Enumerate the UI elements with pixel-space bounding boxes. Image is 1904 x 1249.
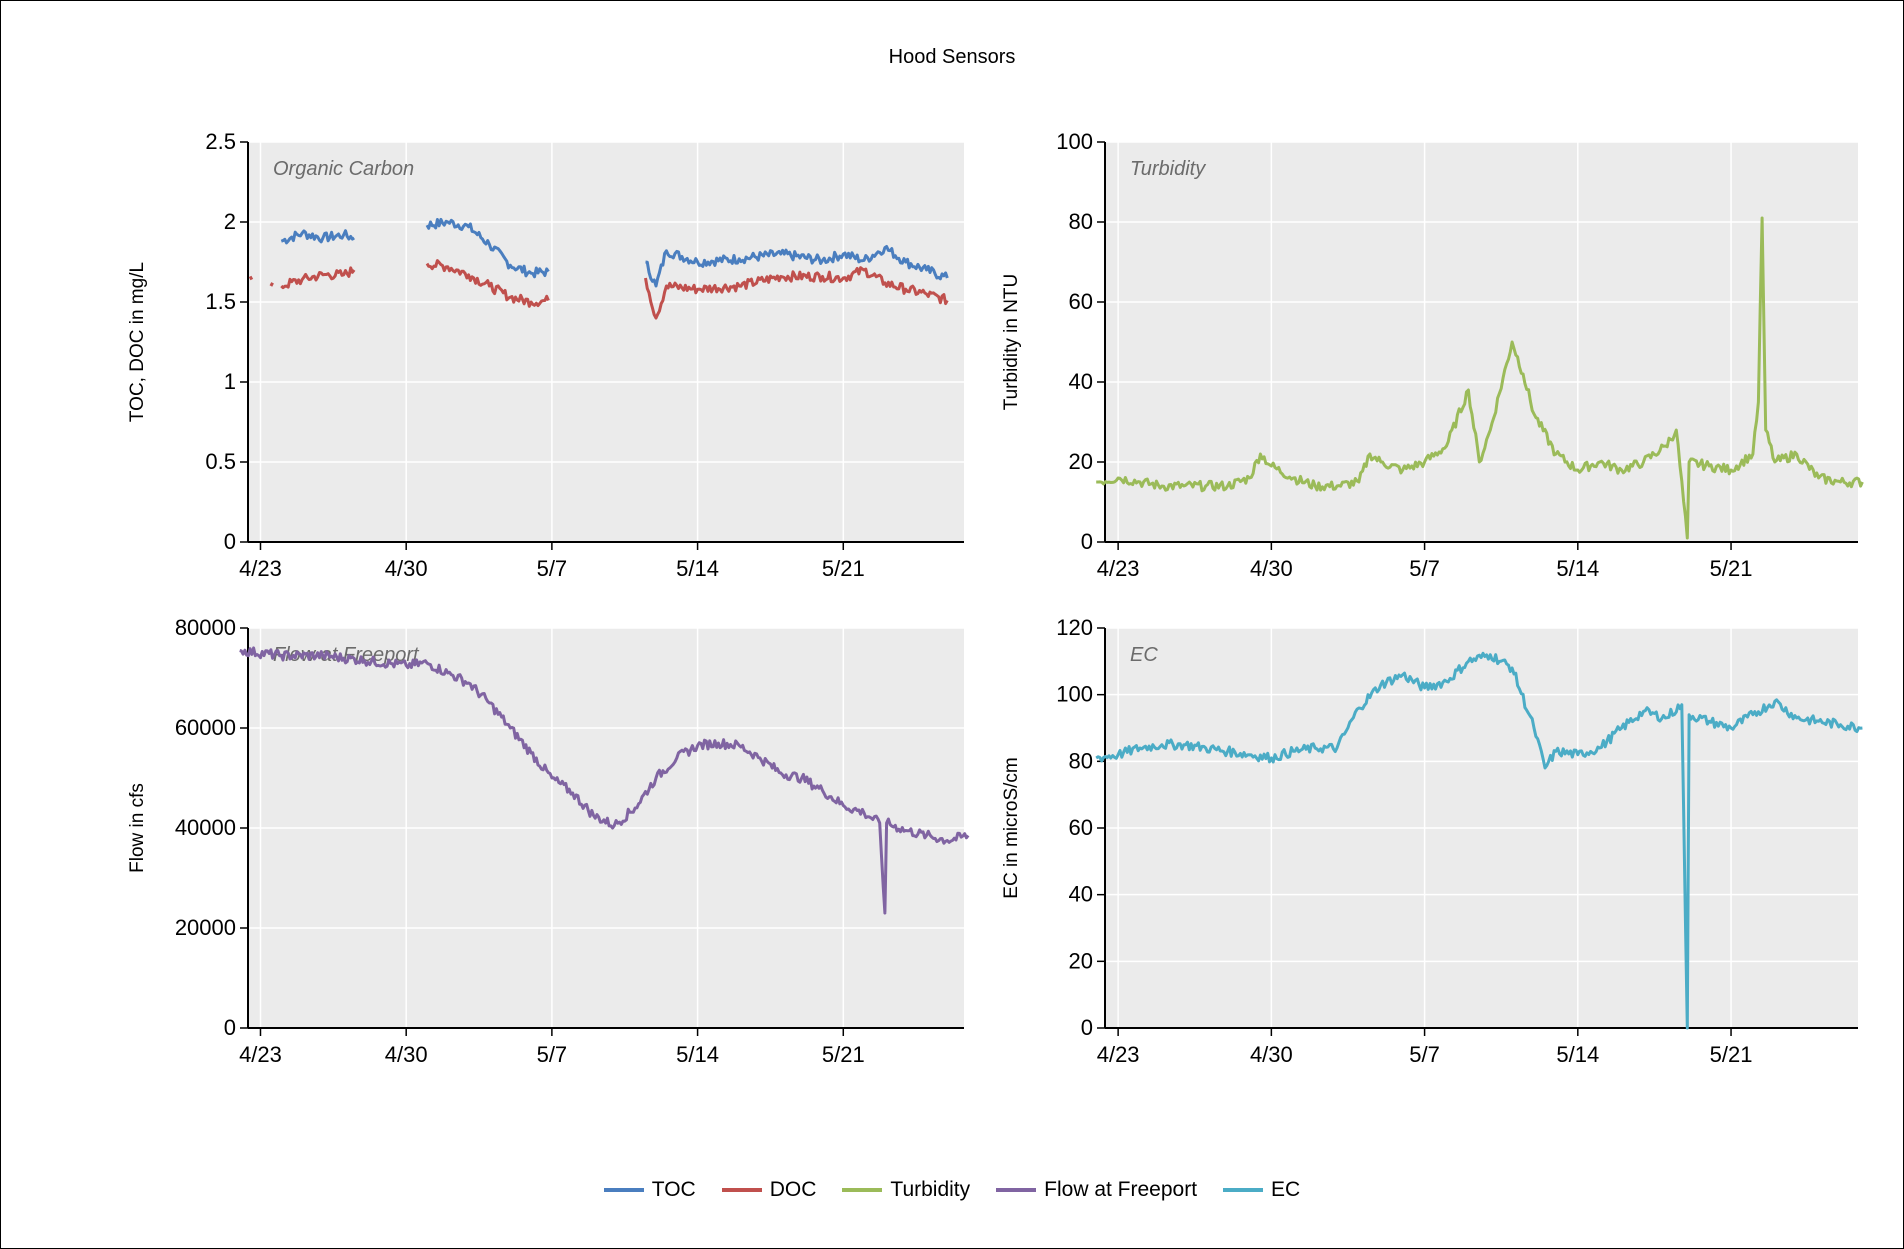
x-tick-label: 4/23 (1097, 1042, 1140, 1067)
y-tick-label: 40 (1069, 369, 1093, 394)
x-tick-label: 5/7 (537, 556, 568, 581)
y-axis-label: TOC, DOC in mg/L (127, 262, 148, 422)
x-tick-label: 4/30 (1250, 556, 1293, 581)
y-axis-label: Turbidity in NTU (1001, 274, 1022, 411)
x-tick-label: 5/21 (822, 556, 865, 581)
y-tick-label: 40000 (175, 815, 236, 840)
legend-item: DOC (721, 1178, 817, 1202)
y-tick-label: 0 (1081, 1015, 1093, 1040)
x-tick-label: 5/7 (1409, 556, 1440, 581)
legend-item: TOC (603, 1178, 696, 1202)
y-tick-label: 0 (224, 1015, 236, 1040)
x-tick-label: 5/14 (1556, 1042, 1599, 1067)
y-tick-label: 20 (1069, 948, 1093, 973)
legend-label: Flow at Freeport (1044, 1178, 1198, 1201)
x-tick-label: 5/21 (1710, 1042, 1753, 1067)
series-line-ec (1095, 651, 1863, 1030)
legend-swatch (603, 1188, 644, 1192)
y-tick-label: 120 (1056, 615, 1093, 640)
legend-label: TOC (651, 1178, 696, 1201)
series-line-doc (425, 259, 550, 308)
series-line-toc (425, 217, 550, 279)
series-line-doc (280, 266, 356, 290)
plot-bottom-right: 0 20 40 60 80 100 120 4/23 4/30 5/7 5/14 5/21 EC EC i… (1001, 615, 1863, 1067)
y-tick-label: 80 (1069, 209, 1093, 234)
series-line-toc (280, 229, 355, 245)
y-tick-label: 80000 (175, 615, 236, 640)
x-tick-label: 5/7 (537, 1042, 568, 1067)
series-line-toc (645, 245, 949, 288)
y-tick-label: 0.5 (205, 449, 236, 474)
legend-swatch (996, 1188, 1037, 1192)
panel-annotation: Organic Carbon (273, 158, 414, 180)
y-tick-label: 20 (1069, 449, 1093, 474)
x-tick-label: 4/30 (1250, 1042, 1293, 1067)
series-line-flow-at-freeport (239, 646, 970, 915)
y-tick-label: 80 (1069, 748, 1093, 773)
plot-bottom-left: 0 20000 40000 60000 80000 4/23 4/30 5/7 5/14 5/21… (127, 615, 970, 1067)
y-tick-label: 1.5 (205, 289, 236, 314)
y-tick-label: 60 (1069, 289, 1093, 314)
plot-top-left: 0 0.5 1 1.5 2 2.5 4/23 4/30 5/7 5/14 5/21 Organic C… (127, 129, 964, 581)
legend-label: Turbidity (890, 1178, 971, 1201)
series-line-doc (248, 275, 254, 281)
legend-item: Flow at Freeport (996, 1178, 1197, 1202)
series-line-doc (269, 282, 274, 287)
legend-swatch (1223, 1188, 1264, 1192)
y-tick-label: 60000 (175, 715, 236, 740)
x-tick-label: 4/23 (239, 556, 282, 581)
chart-title: Hood Sensors (888, 46, 1016, 68)
y-tick-label: 40 (1069, 882, 1093, 907)
y-axis-label: EC in microS/cm (1001, 757, 1022, 898)
x-tick-label: 4/23 (239, 1042, 282, 1067)
x-tick-label: 4/23 (1097, 556, 1140, 581)
legend-swatch (842, 1188, 883, 1192)
y-tick-label: 100 (1056, 682, 1093, 707)
x-tick-label: 5/14 (676, 1042, 719, 1067)
legend-item: Turbidity (842, 1178, 970, 1202)
panel-annotation: Turbidity (1130, 158, 1206, 180)
legend-label: EC (1271, 1178, 1301, 1201)
series-line-turbidity (1096, 216, 1864, 540)
plot-area (248, 142, 964, 542)
y-tick-label: 20000 (175, 915, 236, 940)
plot-area (1105, 142, 1858, 542)
y-tick-label: 0 (1081, 529, 1093, 554)
x-tick-label: 5/21 (1710, 556, 1753, 581)
x-tick-label: 5/14 (1556, 556, 1599, 581)
legend-label: DOC (769, 1178, 817, 1201)
x-tick-label: 5/21 (822, 1042, 865, 1067)
y-axis-label: Flow in cfs (127, 783, 148, 873)
series-line-doc (644, 266, 949, 320)
y-tick-label: 60 (1069, 815, 1093, 840)
x-tick-label: 5/7 (1409, 1042, 1440, 1067)
legend: TOC DOC Turbidity Flow at Freeport EC (0, 1178, 1904, 1202)
legend-swatch (721, 1188, 762, 1192)
legend-item: EC (1223, 1178, 1300, 1202)
x-tick-label: 5/14 (676, 556, 719, 581)
panel-annotation: EC (1130, 644, 1158, 666)
y-tick-label: 1 (224, 369, 236, 394)
y-tick-label: 2 (224, 209, 236, 234)
x-tick-label: 4/30 (385, 1042, 428, 1067)
plot-top-right: 0 20 40 60 80 100 4/23 4/30 5/7 5/14 5/21 Turbidity… (1001, 129, 1864, 581)
x-tick-label: 4/30 (385, 556, 428, 581)
y-tick-label: 2.5 (205, 129, 236, 154)
y-tick-label: 0 (224, 529, 236, 554)
y-tick-label: 100 (1056, 129, 1093, 154)
